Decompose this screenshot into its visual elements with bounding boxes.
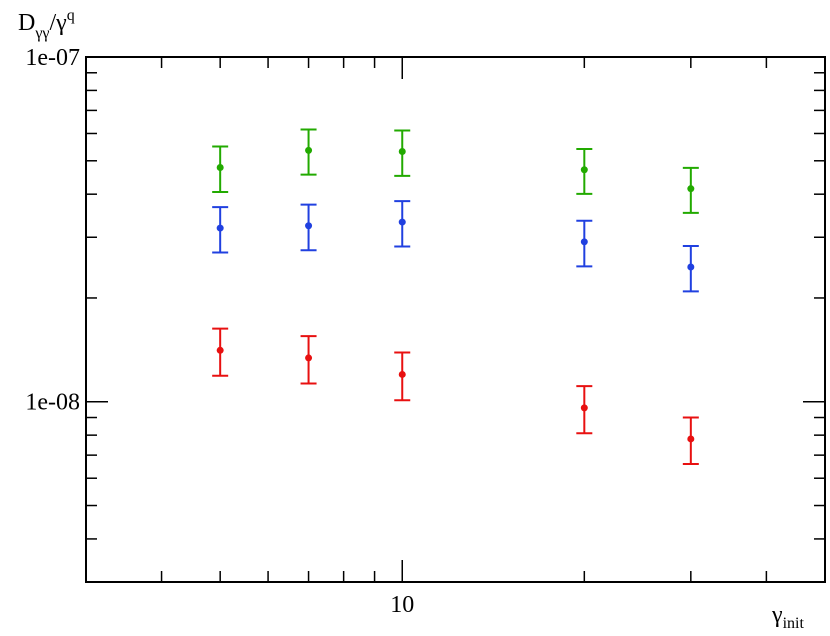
- y-label-main: D: [18, 10, 35, 36]
- data-point: [216, 164, 224, 172]
- data-point: [687, 185, 695, 193]
- data-point: [687, 263, 695, 271]
- data-point: [580, 404, 588, 412]
- x-axis-label: γinit: [771, 602, 805, 632]
- x-label-sub: init: [783, 615, 805, 632]
- y-label-sub: γγ: [34, 25, 49, 42]
- data-point: [580, 166, 588, 174]
- data-point: [398, 370, 406, 378]
- data-point: [305, 146, 313, 154]
- y-label-sup: q: [67, 7, 75, 24]
- data-point: [398, 147, 406, 155]
- x-tick-label: 10: [390, 592, 414, 618]
- y-axis-label: Dγγ/γq: [18, 7, 75, 42]
- data-point: [216, 224, 224, 232]
- x-label-main: γ: [771, 602, 783, 628]
- y-tick-label: 1e-08: [25, 390, 80, 416]
- data-point: [216, 346, 224, 354]
- data-point: [580, 238, 588, 246]
- data-point: [687, 435, 695, 443]
- data-point: [305, 222, 313, 230]
- y-label-rest: /γ: [49, 10, 67, 36]
- y-tick-label: 1e-07: [25, 45, 80, 71]
- data-point: [398, 218, 406, 226]
- data-point: [305, 354, 313, 362]
- plot-frame: [85, 56, 826, 583]
